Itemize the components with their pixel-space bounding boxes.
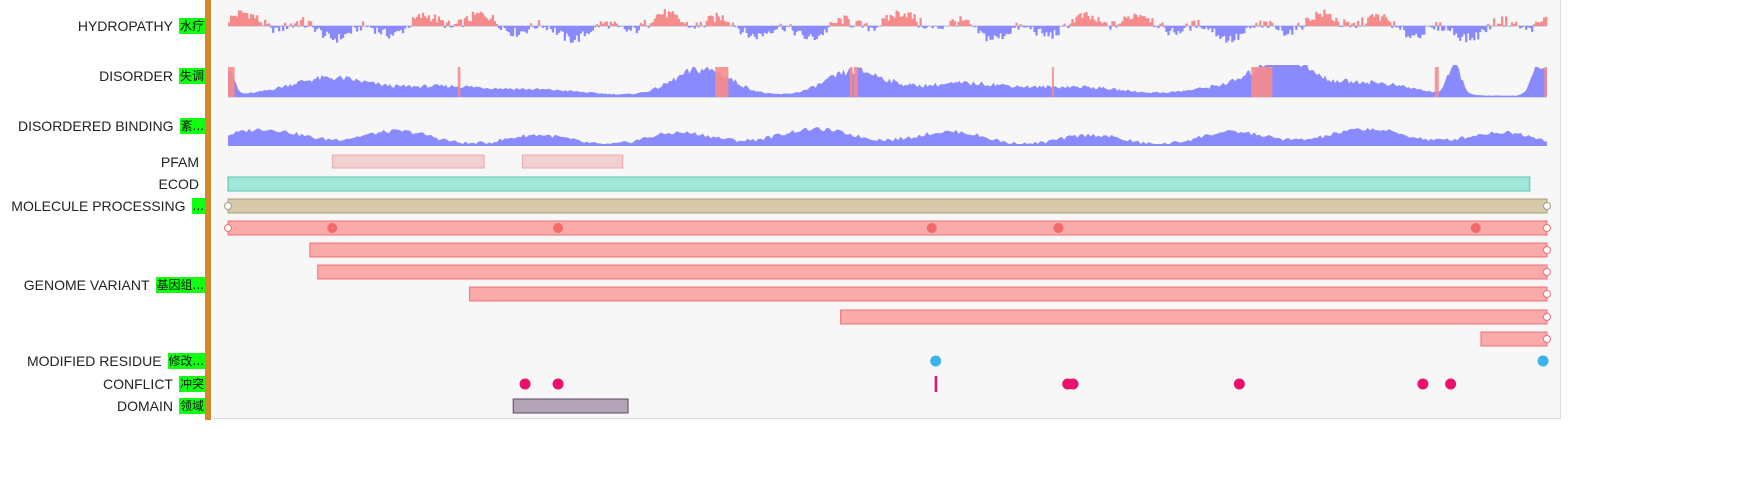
- genome-variant-point[interactable]: [926, 223, 937, 233]
- track-tag: 领域: [178, 398, 205, 414]
- disorder-highlight-region: [457, 67, 461, 97]
- ecod-domain[interactable]: [227, 176, 1531, 192]
- pfam-domain[interactable]: [331, 154, 485, 169]
- feature-viewer-panel: [214, 0, 1561, 419]
- track-label-genome-variant[interactable]: GENOME VARIANT 基因组...: [24, 275, 205, 295]
- track-name: GENOME VARIANT: [23, 277, 150, 293]
- molecule-processing-chain[interactable]: [227, 198, 1548, 214]
- track-tag: 水疗: [178, 18, 205, 34]
- genome-variant-end-marker: [1543, 290, 1551, 298]
- genome-variant-point[interactable]: [327, 223, 338, 233]
- disorder-highlight-region: [849, 67, 853, 97]
- conflict-point[interactable]: [552, 378, 564, 390]
- track-tag: 修改...: [167, 353, 205, 369]
- disorder-highlight-region: [228, 67, 235, 97]
- disorder-highlight-region: [1544, 67, 1547, 97]
- track-tag: 基因组...: [155, 277, 205, 293]
- conflict-tick[interactable]: [934, 376, 938, 392]
- track-label-domain[interactable]: DOMAIN 领域: [117, 396, 205, 416]
- genome-variant-bar[interactable]: [840, 309, 1548, 325]
- track-name: DOMAIN: [116, 398, 173, 414]
- genome-variant-point[interactable]: [1053, 223, 1064, 233]
- conflict-point[interactable]: [1067, 378, 1079, 390]
- track-label-molecule-processing[interactable]: MOLECULE PROCESSING...: [11, 196, 205, 216]
- conflict-point[interactable]: [519, 378, 531, 390]
- track-label-disordered-binding[interactable]: DISORDERED BINDING 紊...: [18, 116, 205, 136]
- modified-residue-point[interactable]: [930, 355, 942, 367]
- track-name: DISORDER: [99, 68, 173, 84]
- track-label-modified-residue[interactable]: MODIFIED RESIDUE 修改...: [27, 351, 205, 371]
- track-name: DISORDERED BINDING: [17, 118, 174, 134]
- track-name: HYDROPATHY: [77, 18, 173, 34]
- disorder-highlight-region: [1434, 67, 1439, 97]
- track-tag: 失调: [178, 68, 205, 84]
- conflict-point[interactable]: [1445, 378, 1457, 390]
- disordered-binding-profile: [228, 127, 1547, 146]
- tracks-canvas: [224, 9, 1551, 414]
- genome-variant-bar[interactable]: [317, 264, 1548, 280]
- genome-variant-end-marker: [1543, 335, 1551, 343]
- track-label-hydropathy[interactable]: HYDROPATHY 水疗: [78, 16, 205, 36]
- disorder-highlight-region: [1251, 67, 1273, 97]
- track-label-ecod[interactable]: ECOD: [159, 174, 205, 194]
- genome-variant-point[interactable]: [1470, 223, 1481, 233]
- genome-variant-bar[interactable]: [309, 242, 1548, 258]
- track-tag: 冲突: [178, 376, 205, 392]
- hydropathy-negative-profile: [262, 26, 1534, 43]
- genome-variant-start-marker: [224, 224, 232, 232]
- genome-variant-end-marker: [1543, 268, 1551, 276]
- track-name: MODIFIED RESIDUE: [26, 353, 162, 369]
- genome-variant-end-marker: [1543, 313, 1551, 321]
- track-name: MOLECULE PROCESSING: [11, 198, 186, 214]
- track-name: PFAM: [160, 154, 199, 170]
- track-tag: 紊...: [179, 118, 205, 134]
- disorder-highlight-region: [853, 67, 858, 97]
- genome-variant-point[interactable]: [553, 223, 564, 233]
- track-tag: ...: [191, 198, 205, 214]
- conflict-point[interactable]: [1417, 378, 1429, 390]
- track-label-column: HYDROPATHY 水疗 DISORDER 失调 DISORDERED BINDING…: [0, 0, 205, 420]
- track-label-conflict[interactable]: CONFLICT 冲突: [103, 374, 205, 394]
- disorder-highlight-region: [1051, 67, 1054, 97]
- hydropathy-positive-profile: [228, 9, 1548, 26]
- genome-variant-end-marker: [1543, 224, 1551, 232]
- genome-variant-bar[interactable]: [469, 286, 1548, 302]
- track-label-disorder[interactable]: DISORDER 失调: [99, 66, 205, 86]
- molecule-processing-chain-end-marker: [1543, 202, 1551, 210]
- modified-residue-point[interactable]: [1537, 355, 1549, 367]
- genome-variant-bar[interactable]: [227, 220, 1548, 236]
- genome-variant-bar[interactable]: [1480, 331, 1548, 347]
- track-name: CONFLICT: [102, 376, 173, 392]
- disorder-profile: [228, 65, 1547, 97]
- track-label-pfam[interactable]: PFAM: [161, 152, 205, 172]
- track-name: ECOD: [158, 176, 199, 192]
- pfam-domain[interactable]: [521, 154, 624, 169]
- label-divider: [205, 0, 211, 420]
- conflict-point[interactable]: [1233, 378, 1245, 390]
- domain-region[interactable]: [512, 398, 629, 414]
- molecule-processing-chain-start-marker: [224, 202, 232, 210]
- disorder-highlight-region: [715, 67, 729, 97]
- genome-variant-end-marker: [1543, 246, 1551, 254]
